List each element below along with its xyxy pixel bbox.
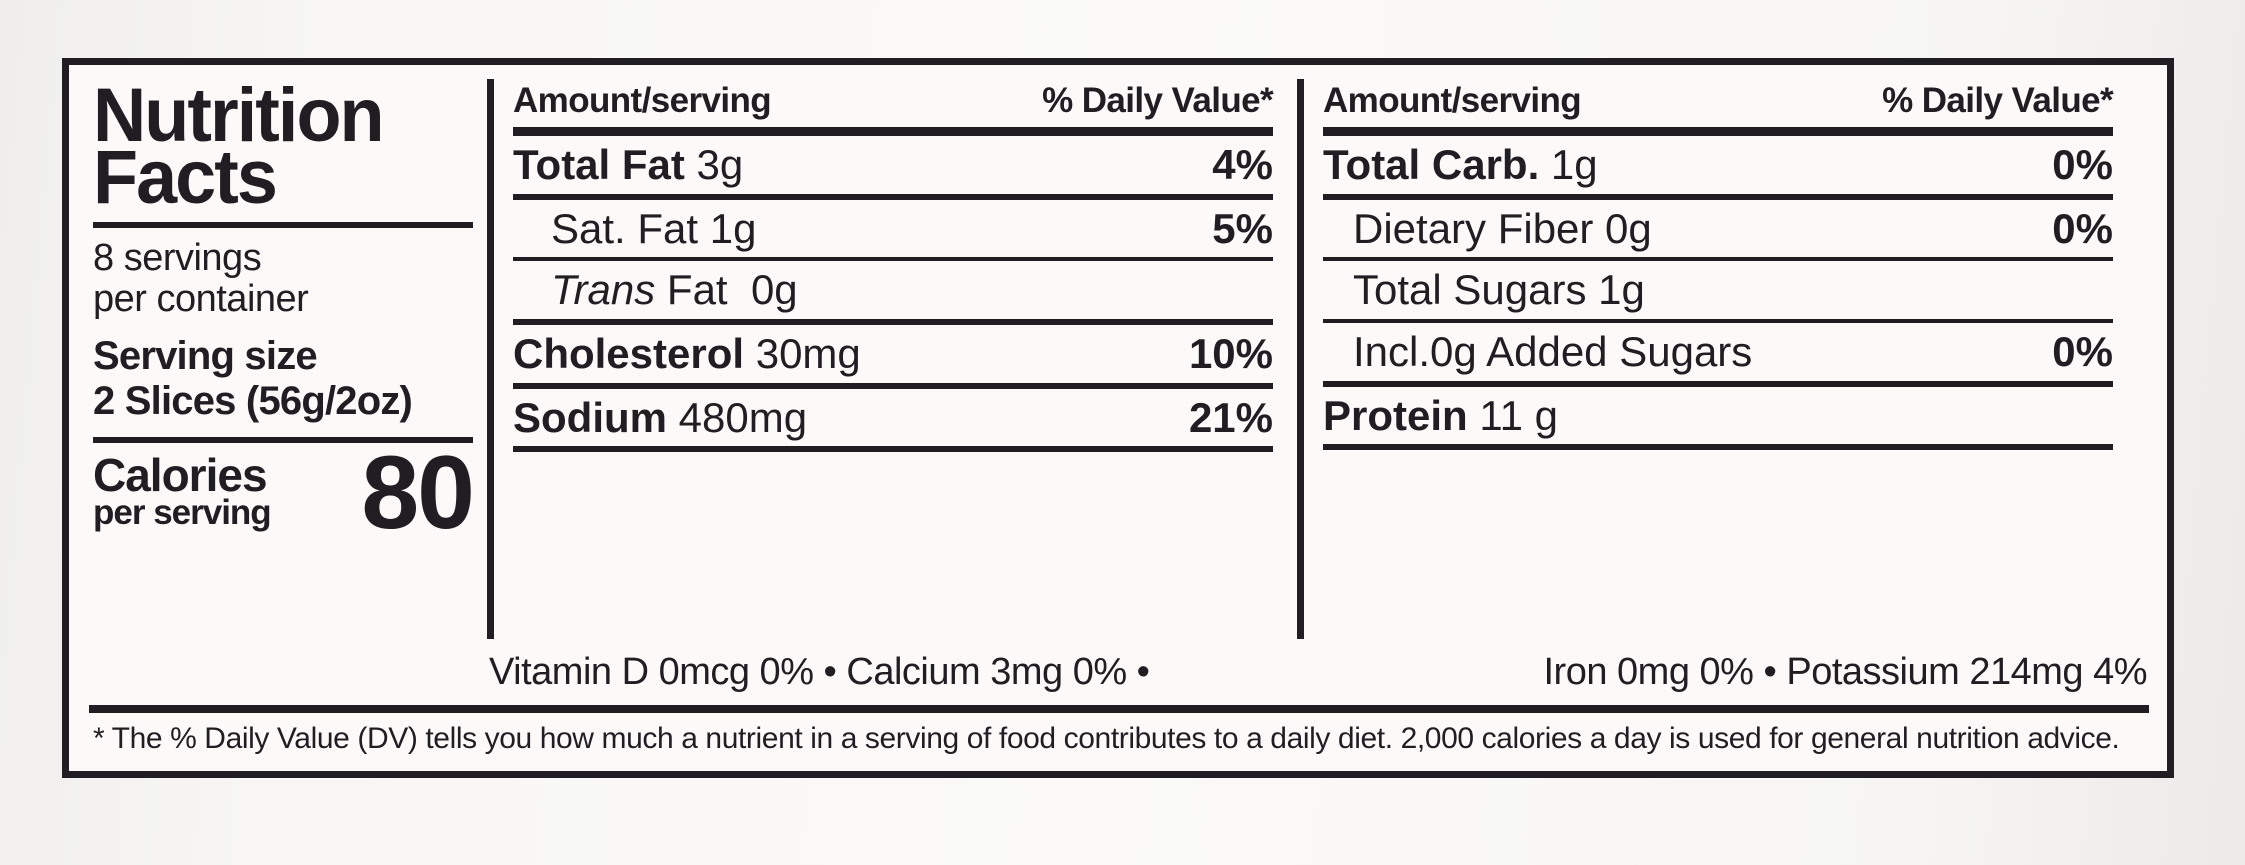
table-row: Sodium 480mg 21% [513,389,1273,447]
header-amount-per-serving-2: Amount/serving [1323,81,1582,120]
divider-row [513,319,1273,326]
micronutrient-line: Vitamin D 0mcg 0% • Calcium 3mg 0% • Iro… [489,643,2147,704]
divider-row [513,382,1273,389]
calories-row: Calories per serving 80 [93,441,475,545]
table-row: Total Sugars 1g [1323,261,2113,319]
page-title: Nutrition Facts [93,78,462,221]
nutrient-name-sodium: Sodium 480mg [513,393,808,441]
column-divider-right [1297,79,1304,639]
title-line-2: Facts [93,135,278,221]
column-header-middle: Amount/serving % Daily Value* [513,81,1274,127]
micronutrient-section: Vitamin D 0mcg 0% • Calcium 3mg 0% • Iro… [489,643,2147,704]
divider-above-calories [93,436,473,443]
nutrient-dv-sodium: 21% [1188,393,1273,441]
divider-row [1323,319,2113,324]
table-row: Incl.0g Added Sugars 0% [1323,323,2113,381]
divider-row [1323,380,2113,387]
calories-per-serving-word: per serving [93,493,272,533]
header-amount-per-serving: Amount/serving [513,81,772,120]
nutrient-name-added-sugars: Incl.0g Added Sugars [1353,328,1753,376]
divider-row [1323,193,2113,200]
header-daily-value-2: % Daily Value* [1882,81,2114,120]
table-row: Cholesterol 30mg 10% [513,325,1273,383]
table-row: Dietary Fiber 0g 0% [1323,200,2113,258]
divider-row [513,257,1273,262]
servings-line-1: 8 servings [93,236,262,279]
nutrient-name-total-sugars: Total Sugars 1g [1353,266,1645,314]
footnote-section: * The % Daily Value (DV) tells you how m… [89,713,2149,756]
nutrient-dv-total-carb: 0% [2052,141,2113,188]
divider-row [513,446,1273,453]
divider-under-title [93,221,473,228]
servings-line-2: per container [93,277,309,320]
table-row: Total Fat 3g 4% [513,136,1273,194]
nutrient-column-middle: Amount/serving % Daily Value* Total Fat … [513,81,1274,453]
divider-middle-header [513,127,1273,136]
nutrient-dv-cholesterol: 10% [1188,330,1273,378]
nutrition-facts-panel: Nutrition Facts 8 servings per container… [62,58,2174,778]
divider-above-footnote [89,705,2149,713]
servings-per-container: 8 servings per container [93,236,473,320]
nutrient-dv-added-sugars: 0% [2052,328,2113,376]
table-row: Protein 11 g [1323,387,2113,445]
table-row: Sat. Fat 1g 5% [513,200,1273,258]
nutrient-name-sat-fat: Sat. Fat 1g [551,204,757,252]
serving-info-column: Nutrition Facts 8 servings per container… [93,78,475,545]
serving-size-value: 2 Slices (56g/2oz) [93,379,413,424]
nutrient-dv-sat-fat: 5% [1212,204,1273,252]
serving-size-label: Serving size [93,333,318,378]
calories-label: Calories per serving [93,448,272,533]
calories-value: 80 [361,434,475,551]
micronutrients-right: Iron 0mg 0% • Potassium 214mg 4% [1543,651,2148,693]
nutrient-column-right: Amount/serving % Daily Value* Total Carb… [1323,81,2114,451]
divider-row [1323,257,2113,262]
nutrient-name-dietary-fiber: Dietary Fiber 0g [1353,204,1652,252]
panel-columns: Nutrition Facts 8 servings per container… [93,78,2147,639]
micronutrients-left: Vitamin D 0mcg 0% • Calcium 3mg 0% • [489,651,1150,693]
nutrient-dv-dietary-fiber: 0% [2052,204,2113,252]
divider-row [1323,444,2113,451]
table-row: Total Carb. 1g 0% [1323,136,2113,194]
nutrient-dv-total-fat: 4% [1212,141,1273,188]
column-header-right: Amount/serving % Daily Value* [1323,81,2114,127]
nutrient-name-protein: Protein 11 g [1323,391,1558,439]
header-daily-value: % Daily Value* [1042,81,1274,120]
table-row: Trans Fat 0g [513,261,1273,319]
title-line-1: Nutrition [93,73,385,158]
column-divider-left [487,79,494,639]
nutrient-name-total-carb: Total Carb. 1g [1323,141,1598,188]
divider-row [513,193,1273,200]
nutrient-name-total-fat: Total Fat 3g [513,141,744,188]
nutrient-name-trans-fat: Trans Fat 0g [551,266,798,314]
divider-right-header [1323,127,2113,136]
calories-word: Calories [93,448,268,501]
nutrient-name-cholesterol: Cholesterol 30mg [513,330,861,378]
daily-value-footnote: * The % Daily Value (DV) tells you how m… [93,722,2120,755]
